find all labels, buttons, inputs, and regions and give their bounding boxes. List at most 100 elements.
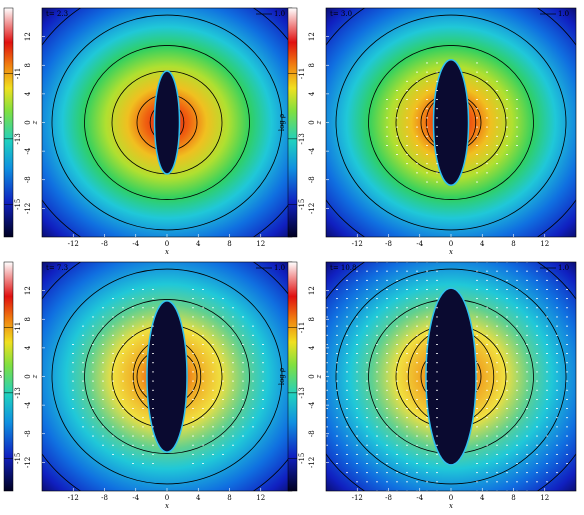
contour xyxy=(84,45,250,200)
y-axis-label: z xyxy=(31,120,39,125)
colorbar-tick-label: -13 xyxy=(14,133,22,144)
y-tick-label: 12 xyxy=(24,286,32,295)
x-tick-label: -8 xyxy=(101,494,108,502)
x-axis-label: x xyxy=(165,502,169,510)
y-tick-label: 0 xyxy=(24,374,32,378)
x-tick-label: 8 xyxy=(511,240,515,248)
x-tick-label: 12 xyxy=(256,240,265,248)
contour xyxy=(51,268,283,485)
x-tick-label: 0 xyxy=(165,494,169,502)
x-tick-label: 4 xyxy=(196,240,201,248)
contour xyxy=(368,45,534,200)
outflow xyxy=(425,287,477,466)
x-tick-label: -12 xyxy=(352,240,363,248)
y-tick-label: -8 xyxy=(308,430,316,437)
arrow-label: 1.0 xyxy=(274,264,285,272)
x-tick-label: 4 xyxy=(480,494,485,502)
y-tick-label: -8 xyxy=(24,430,32,437)
contour xyxy=(335,268,567,485)
arrow-label: 1.0 xyxy=(274,10,285,18)
y-tick-label: 8 xyxy=(24,63,32,67)
colorbar-label: log ρ xyxy=(278,114,286,131)
colorbar-tick-label: -15 xyxy=(298,453,306,464)
arrow-label: 1.0 xyxy=(558,10,569,18)
outflow xyxy=(153,70,181,175)
plot-area xyxy=(42,8,292,237)
x-tick-label: 4 xyxy=(480,240,485,248)
y-tick-label: 0 xyxy=(24,120,32,124)
colorbar xyxy=(287,7,298,238)
y-axis-label: z xyxy=(315,374,323,379)
x-axis-label: x xyxy=(449,502,453,510)
colorbar-tick-label: -13 xyxy=(14,387,22,398)
arrow-label: 1.0 xyxy=(558,264,569,272)
colorbar-tick-label: -13 xyxy=(298,387,306,398)
outflow xyxy=(146,300,188,453)
x-tick-label: -4 xyxy=(132,494,139,502)
colorbar-tick-label: -11 xyxy=(14,322,22,333)
contour xyxy=(51,14,283,231)
x-tick-label: -12 xyxy=(68,240,79,248)
colorbar-tick-label: -11 xyxy=(298,68,306,79)
y-tick-label: 8 xyxy=(24,317,32,321)
colorbar-tick-label: -11 xyxy=(298,322,306,333)
x-axis-label: x xyxy=(165,248,169,256)
y-tick-label: -4 xyxy=(308,401,316,408)
x-tick-label: -8 xyxy=(101,240,108,248)
x-tick-label: 8 xyxy=(227,240,231,248)
x-tick-label: 12 xyxy=(256,494,265,502)
colorbar-label: log ρ xyxy=(278,368,286,385)
x-tick-label: -4 xyxy=(132,240,139,248)
y-tick-label: -12 xyxy=(308,203,316,214)
plot-area xyxy=(326,262,576,491)
colorbar-tick-label: -13 xyxy=(298,133,306,144)
y-axis-label: z xyxy=(31,374,39,379)
y-tick-label: 4 xyxy=(308,91,316,96)
y-tick-label: 12 xyxy=(24,32,32,41)
x-tick-label: 0 xyxy=(165,240,169,248)
colorbar-label: log ρ xyxy=(0,368,2,385)
y-tick-label: -8 xyxy=(308,176,316,183)
y-tick-label: 4 xyxy=(24,345,32,350)
y-tick-label: 8 xyxy=(308,63,316,67)
x-tick-label: -8 xyxy=(385,494,392,502)
y-tick-label: 4 xyxy=(308,345,316,350)
plot-area xyxy=(42,262,292,491)
y-tick-label: -8 xyxy=(24,176,32,183)
x-tick-label: -4 xyxy=(416,494,423,502)
y-tick-label: 4 xyxy=(24,91,32,96)
y-tick-label: 8 xyxy=(308,317,316,321)
y-tick-label: -12 xyxy=(24,457,32,468)
x-tick-label: 12 xyxy=(540,494,549,502)
contour xyxy=(84,299,250,454)
x-tick-label: -8 xyxy=(385,240,392,248)
x-tick-label: 4 xyxy=(196,494,201,502)
colorbar xyxy=(287,261,298,492)
x-tick-label: 12 xyxy=(540,240,549,248)
panel-title: t= 2.3 xyxy=(46,10,68,18)
y-tick-label: 12 xyxy=(308,32,316,41)
outflow xyxy=(432,59,470,186)
y-tick-label: 0 xyxy=(308,374,316,378)
x-axis-label: x xyxy=(449,248,453,256)
y-tick-label: -4 xyxy=(308,147,316,154)
x-tick-label: 8 xyxy=(227,494,231,502)
x-tick-label: -12 xyxy=(352,494,363,502)
plot-area xyxy=(326,8,576,237)
colorbar-label: log ρ xyxy=(0,114,2,131)
x-tick-label: 0 xyxy=(449,494,453,502)
x-tick-label: -12 xyxy=(68,494,79,502)
colorbar xyxy=(3,261,14,492)
x-tick-label: 8 xyxy=(511,494,515,502)
colorbar-tick-label: -15 xyxy=(14,453,22,464)
y-axis-label: z xyxy=(315,120,323,125)
panel-title: t= 3.0 xyxy=(330,10,352,18)
panel-title: t= 10.8 xyxy=(330,264,357,272)
y-tick-label: -12 xyxy=(308,457,316,468)
colorbar-tick-label: -15 xyxy=(298,199,306,210)
contour xyxy=(335,14,567,231)
x-tick-label: -4 xyxy=(416,240,423,248)
colorbar-tick-label: -11 xyxy=(14,68,22,79)
colorbar-tick-label: -15 xyxy=(14,199,22,210)
